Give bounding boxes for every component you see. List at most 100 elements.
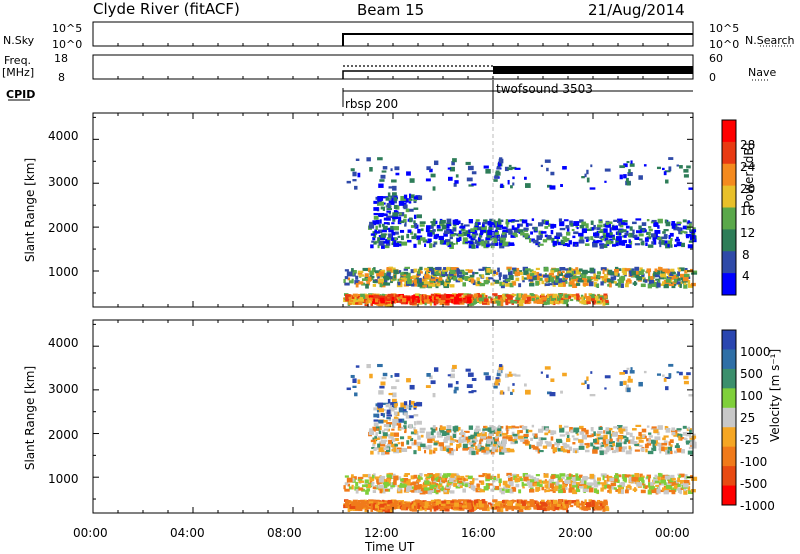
power-cell xyxy=(683,273,690,278)
power-cell xyxy=(346,180,351,184)
power-cell xyxy=(370,244,374,249)
power-cell xyxy=(495,279,500,284)
velocity-cell xyxy=(377,402,384,408)
power-cell xyxy=(551,301,554,305)
velocity-cell xyxy=(505,507,509,512)
velocity-cell xyxy=(426,431,431,436)
velocity-cell xyxy=(504,437,507,442)
velocity-cell xyxy=(466,500,473,504)
velocity-cell xyxy=(668,441,671,446)
power-cell xyxy=(414,293,420,297)
velocity-cell xyxy=(507,503,511,509)
velocity-cell xyxy=(455,380,459,385)
power-cell xyxy=(371,268,375,273)
power-cell xyxy=(541,296,547,301)
power-cell xyxy=(619,165,625,169)
velocity-cell xyxy=(419,472,423,477)
power-cell xyxy=(508,219,512,223)
velocity-cell xyxy=(525,500,532,504)
power-cell xyxy=(410,194,415,199)
power-cell xyxy=(625,244,632,248)
velocity-cell xyxy=(446,448,450,452)
velocity-cell xyxy=(578,484,583,487)
velocity-cell xyxy=(541,486,545,491)
power-cell xyxy=(644,229,647,232)
velocity-cell xyxy=(392,392,397,398)
power-cell xyxy=(400,295,403,300)
velocity-cell xyxy=(483,486,489,491)
velocity-cell xyxy=(432,435,436,439)
velocity-cell xyxy=(523,434,529,437)
power-cell xyxy=(502,280,509,284)
velocity-cell xyxy=(665,484,671,489)
velocity-cell xyxy=(597,500,600,505)
velocity-cell xyxy=(659,489,665,493)
power-cell xyxy=(507,268,511,272)
power-cell xyxy=(411,235,416,240)
velocity-cell xyxy=(628,476,633,480)
power-cell xyxy=(586,295,592,301)
power-cell xyxy=(377,157,383,161)
velocity-cell xyxy=(568,446,572,451)
velocity-cell xyxy=(445,505,450,509)
power-cell xyxy=(460,297,466,300)
velocity-cell xyxy=(597,506,601,510)
velocity-cell xyxy=(495,478,498,482)
velocity-cell xyxy=(482,428,488,431)
velocity-cell xyxy=(366,488,371,492)
power-cell xyxy=(512,182,515,186)
velocity-cell xyxy=(391,386,397,390)
velocity-cell xyxy=(391,438,396,442)
power-cell xyxy=(623,222,628,226)
power-cell xyxy=(424,267,429,271)
velocity-cell xyxy=(390,375,393,378)
velocity-cell xyxy=(602,475,605,481)
power-cell xyxy=(465,277,470,281)
velocity-cell xyxy=(498,424,501,429)
velocity-cell xyxy=(501,488,505,491)
power-cell xyxy=(634,243,640,246)
velocity-cell xyxy=(500,507,504,513)
power-cell xyxy=(380,206,383,210)
power-cell xyxy=(435,296,439,300)
power-cell xyxy=(547,235,552,240)
power-cell xyxy=(467,269,473,273)
power-cell xyxy=(493,270,497,274)
velocity-cell xyxy=(536,441,543,447)
power-cell xyxy=(500,301,504,307)
velocity-cell xyxy=(523,483,528,486)
power-cell xyxy=(546,167,549,172)
velocity-cell xyxy=(652,442,656,447)
power-cell xyxy=(667,243,670,248)
velocity-cell xyxy=(512,383,515,386)
power-cell xyxy=(629,226,633,231)
power-cell xyxy=(445,299,450,303)
power-cell xyxy=(415,296,419,299)
velocity-cell xyxy=(417,505,421,509)
power-cell xyxy=(642,228,646,232)
power-cell xyxy=(470,236,475,241)
power-cell xyxy=(439,281,446,285)
velocity-cell xyxy=(654,480,660,484)
velocity-cell xyxy=(426,373,431,377)
power-cell xyxy=(555,279,561,283)
power-cell xyxy=(351,268,354,272)
power-cell xyxy=(404,221,407,226)
velocity-cell xyxy=(473,431,477,437)
power-cell xyxy=(438,235,444,241)
velocity-cell xyxy=(638,444,643,447)
velocity-cell xyxy=(548,480,553,484)
velocity-cell xyxy=(645,448,648,453)
velocity-cell xyxy=(479,446,485,452)
velocity-cell xyxy=(502,480,508,486)
velocity-cell xyxy=(550,378,555,383)
power-cell xyxy=(466,299,472,303)
velocity-cell xyxy=(537,486,541,491)
velocity-cell xyxy=(469,447,473,451)
power-cell xyxy=(483,165,489,169)
velocity-cell xyxy=(538,479,542,483)
velocity-cb-tick: 1000 xyxy=(740,345,771,359)
velocity-cell xyxy=(371,481,375,485)
power-cell xyxy=(393,274,397,279)
power-cell xyxy=(683,174,689,178)
